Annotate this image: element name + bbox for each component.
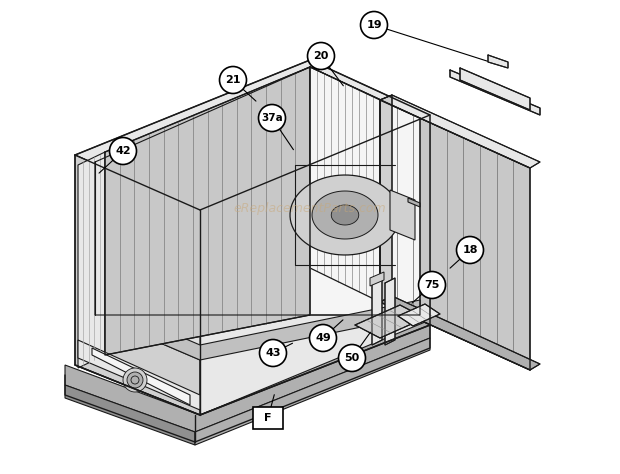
Polygon shape [95, 162, 200, 360]
Text: 43: 43 [265, 348, 281, 358]
Polygon shape [65, 320, 430, 432]
Text: 18: 18 [463, 245, 478, 255]
Text: 20: 20 [313, 51, 329, 61]
Polygon shape [195, 338, 430, 445]
FancyBboxPatch shape [253, 407, 283, 429]
Polygon shape [380, 95, 392, 302]
Circle shape [309, 325, 337, 352]
Circle shape [131, 376, 139, 384]
Polygon shape [380, 296, 540, 370]
Circle shape [456, 237, 484, 264]
Polygon shape [312, 191, 378, 239]
Polygon shape [78, 152, 105, 368]
Polygon shape [78, 340, 200, 410]
Circle shape [219, 66, 247, 93]
Polygon shape [75, 155, 200, 415]
Circle shape [259, 104, 285, 131]
Text: 21: 21 [225, 75, 241, 85]
Polygon shape [355, 305, 425, 338]
Polygon shape [460, 68, 530, 110]
Circle shape [260, 339, 286, 366]
Circle shape [123, 368, 147, 392]
Polygon shape [380, 100, 530, 370]
Text: F: F [264, 413, 272, 423]
Text: 49: 49 [315, 333, 331, 343]
Polygon shape [390, 190, 415, 240]
Polygon shape [385, 278, 395, 345]
Text: 50: 50 [344, 353, 360, 363]
Polygon shape [488, 55, 508, 68]
Polygon shape [65, 385, 195, 445]
Polygon shape [408, 198, 420, 207]
Polygon shape [95, 300, 420, 360]
Text: 42: 42 [115, 146, 131, 156]
Text: 37a: 37a [261, 113, 283, 123]
Circle shape [127, 372, 143, 388]
Polygon shape [290, 175, 400, 255]
Polygon shape [310, 67, 380, 302]
Polygon shape [380, 95, 540, 168]
Text: eReplacementParts.com: eReplacementParts.com [234, 201, 386, 215]
Polygon shape [75, 60, 430, 210]
Circle shape [339, 345, 366, 372]
Polygon shape [105, 67, 310, 355]
Text: 19: 19 [366, 20, 382, 30]
Circle shape [308, 43, 335, 70]
Polygon shape [200, 115, 430, 415]
Circle shape [360, 11, 388, 38]
Polygon shape [450, 70, 540, 115]
Circle shape [418, 272, 446, 299]
Circle shape [110, 137, 136, 164]
Polygon shape [331, 205, 359, 225]
Polygon shape [398, 304, 440, 326]
Polygon shape [95, 67, 420, 315]
Polygon shape [372, 275, 382, 345]
Polygon shape [370, 272, 384, 286]
Text: 75: 75 [424, 280, 440, 290]
Polygon shape [92, 348, 190, 405]
